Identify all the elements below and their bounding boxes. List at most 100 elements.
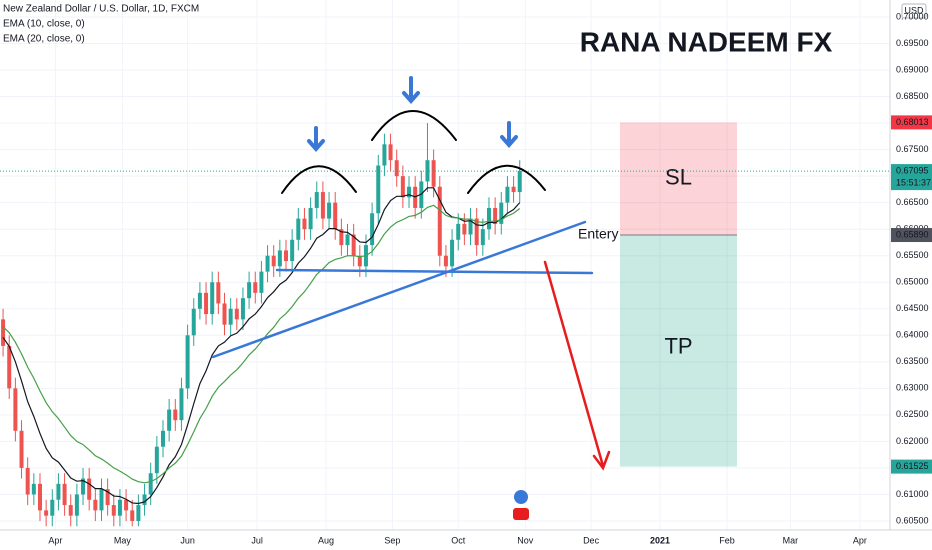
candle-body — [296, 218, 301, 240]
candle-body — [74, 494, 79, 516]
candle-body — [210, 282, 215, 315]
y-tick-label: 0.68500 — [896, 91, 929, 101]
candle-body — [228, 308, 233, 325]
candle-body — [130, 510, 135, 521]
candle-body — [517, 170, 522, 193]
x-tick-label: Oct — [451, 535, 466, 545]
y-tick-label: 0.63000 — [896, 383, 929, 393]
candle-body — [13, 388, 18, 431]
currency: USD — [904, 5, 924, 15]
candle-body — [142, 494, 147, 506]
watermark: RANA NADEEM FX — [580, 26, 833, 57]
price-badge — [891, 164, 932, 191]
y-tick-label: 0.63500 — [896, 356, 929, 366]
price-badge — [891, 115, 932, 130]
logo — [513, 490, 529, 520]
y-tick-label: 0.69500 — [896, 38, 929, 48]
candle-body — [271, 255, 276, 267]
candle-body — [191, 308, 196, 336]
candle-body — [400, 176, 405, 198]
stop-text: SL — [665, 165, 692, 190]
candle-body — [265, 255, 270, 272]
candle-body — [173, 409, 178, 421]
x-tick-label: Mar — [783, 535, 799, 545]
candle-body — [357, 255, 362, 267]
candle-body — [234, 308, 239, 320]
candle-body — [124, 499, 129, 511]
y-tick-label: 0.65500 — [896, 250, 929, 260]
countdown: 15:51:37 — [896, 177, 931, 187]
price-badge-label: 0.61525 — [896, 461, 929, 471]
y-tick-label: 0.69000 — [896, 64, 929, 74]
candle-body — [204, 292, 209, 315]
candle-body — [290, 239, 295, 262]
legend-entry: EMA (20, close, 0) — [3, 34, 85, 45]
price-badge-label: 0.67095 — [896, 165, 929, 175]
candle-body — [333, 202, 338, 230]
candle-body — [154, 446, 159, 474]
candle-body — [314, 192, 319, 208]
arc — [467, 164, 546, 194]
arrow — [543, 260, 605, 468]
candle-body — [216, 282, 221, 304]
candle-body — [308, 207, 313, 230]
candle-body — [37, 483, 42, 511]
stop-zone — [620, 122, 737, 236]
candle-body — [167, 409, 172, 431]
candle-body — [105, 489, 110, 506]
candle-body — [425, 160, 430, 182]
candle-body — [480, 229, 485, 246]
y-tick-label: 0.65000 — [896, 277, 929, 287]
x-tick-label: Apr — [853, 535, 867, 545]
drawings — [211, 76, 611, 471]
candle-body — [81, 478, 86, 495]
candle-body — [277, 250, 282, 267]
candle-body — [320, 192, 325, 219]
candle-body — [25, 467, 30, 495]
candle-body — [50, 499, 55, 516]
candle-body — [382, 144, 387, 166]
entry-text: Entery — [578, 226, 618, 242]
candle-body — [388, 144, 393, 161]
currency-box — [901, 3, 927, 19]
candle-body — [247, 282, 252, 299]
x-tick-label: Sep — [384, 535, 400, 545]
candle-body — [443, 255, 448, 267]
candle-body — [1, 319, 6, 346]
x-tick-label: Feb — [719, 535, 735, 545]
candle-body — [136, 505, 141, 521]
y-tick-label: 0.60500 — [896, 515, 929, 525]
arc — [281, 165, 357, 194]
x-tick-label: May — [114, 535, 132, 545]
y-tick-label: 0.61000 — [896, 489, 929, 499]
candle-body — [7, 345, 12, 389]
candle-body — [160, 430, 165, 447]
candle-body — [197, 292, 202, 309]
candle-body — [222, 303, 227, 325]
x-tick-label: Jun — [180, 535, 195, 545]
candle-body — [62, 483, 67, 506]
ema-line — [2, 204, 521, 484]
axes: 0.700000.695000.690000.685000.680000.675… — [48, 11, 932, 545]
candle-body — [345, 234, 350, 246]
arrow-head — [592, 450, 611, 471]
candle-body — [437, 186, 442, 256]
price-badge-label: 0.65890 — [896, 229, 929, 239]
candle-body — [511, 186, 516, 193]
candle-body — [327, 202, 332, 219]
x-tick-label: Aug — [318, 535, 334, 545]
candle-body — [19, 430, 24, 468]
y-tick-label: 0.70000 — [896, 11, 929, 21]
neckline — [275, 268, 594, 275]
candle-body — [474, 218, 479, 246]
y-tick-label: 0.64000 — [896, 330, 929, 340]
candle-body — [68, 505, 73, 516]
candle-body — [468, 218, 473, 235]
trend-line — [211, 220, 587, 359]
candle-body — [499, 202, 504, 224]
candle-body — [56, 483, 61, 500]
target-text: TP — [664, 334, 692, 359]
y-tick-label: 0.66500 — [896, 197, 929, 207]
price-badge — [891, 228, 932, 243]
